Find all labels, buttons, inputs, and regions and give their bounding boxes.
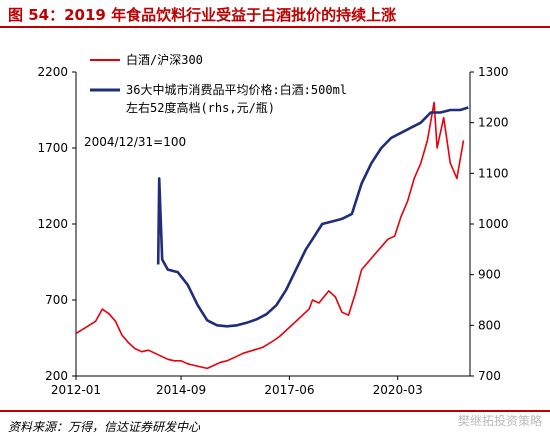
y-left-tick-label: 1700 [37, 141, 68, 155]
y-left-tick-label: 200 [45, 369, 68, 383]
x-tick-label: 2014-09 [156, 383, 206, 397]
y-right-tick-label: 800 [478, 318, 501, 332]
y-right-tick-label: 900 [478, 268, 501, 282]
x-tick-label: 2012-01 [51, 383, 101, 397]
y-left-tick-label: 2200 [37, 65, 68, 79]
y-right-tick-label: 1200 [478, 116, 509, 130]
legend-label-baijiu-price-line2: 左右52度高档(rhs,元/瓶) [126, 100, 275, 115]
figure-title: 图 54：2019 年食品饮料行业受益于白酒批价的持续上涨 [8, 6, 397, 24]
watermark-text: 樊继拓投资策略 [457, 414, 542, 428]
y-right-tick-label: 1300 [478, 65, 509, 79]
chart-axes: 200 700 1200 1700 2200 700 800 900 1000 1100 1200 1… [37, 65, 508, 397]
x-tick-label: 2020-03 [373, 383, 423, 397]
series-layer [75, 101, 469, 370]
chart-legend: 白酒/沪深300 36大中城市消费品平均价格:白酒:500ml 左右52度高档(rh… [90, 52, 347, 115]
y-right-tick-label: 1000 [478, 217, 509, 231]
legend-label-baijiu-price-line1: 36大中城市消费品平均价格:白酒:500ml [126, 82, 347, 97]
x-tick-label: 2017-06 [264, 383, 314, 397]
legend-label-baijiu-vs-hs300: 白酒/沪深300 [126, 52, 203, 67]
series-line-baijiu-vs-hs300 [75, 101, 465, 370]
series-line-baijiu-price-rhs [156, 106, 469, 328]
source-note: 资料来源：万得，信达证券研发中心 [8, 420, 201, 434]
base-date-annotation: 2004/12/31=100 [84, 135, 186, 149]
y-left-tick-label: 1200 [37, 217, 68, 231]
y-right-tick-label: 1100 [478, 166, 509, 180]
title-rule [0, 26, 550, 28]
y-left-tick-label: 700 [45, 293, 68, 307]
y-right-tick-label: 700 [478, 369, 501, 383]
bottom-rule [0, 410, 550, 412]
